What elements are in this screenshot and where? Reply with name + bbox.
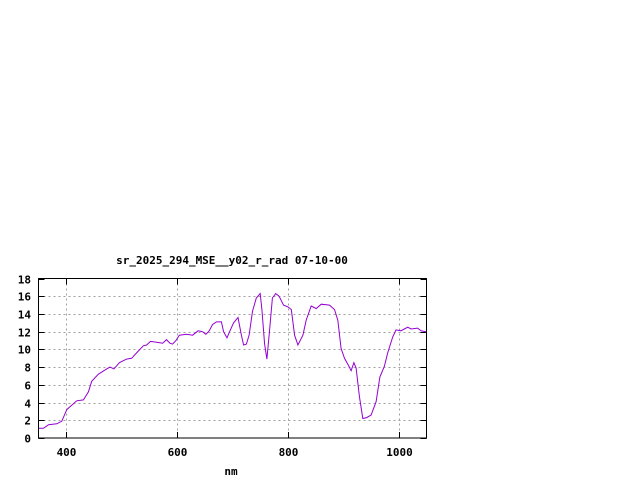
y-tick-label: 6: [24, 380, 31, 393]
y-tick-label: 16: [18, 291, 32, 304]
y-tick-label: 4: [24, 398, 31, 411]
y-tick-label: 8: [24, 362, 31, 375]
x-tick-label: 600: [168, 446, 188, 459]
axis-ticks: [38, 278, 427, 439]
chart-title: sr_2025_294_MSE__y02_r_rad 07-10-00: [116, 254, 348, 267]
y-tick-labels: 0 2 4 6 8 10 12 14 16 18: [18, 274, 32, 446]
y-tick-label: 0: [24, 433, 31, 446]
y-tick-label: 10: [18, 344, 31, 357]
x-axis-label: nm: [224, 465, 238, 478]
x-tick-labels: 400 600 800 1000: [57, 446, 413, 459]
plot-frame: [38, 278, 427, 439]
x-tick-label: 1000: [386, 446, 413, 459]
y-tick-label: 18: [18, 274, 31, 287]
grid: [38, 278, 427, 438]
x-tick-label: 400: [57, 446, 77, 459]
y-tick-label: 14: [18, 309, 32, 322]
series-line: [38, 292, 426, 429]
y-tick-label: 2: [24, 415, 31, 428]
x-tick-label: 800: [279, 446, 299, 459]
y-tick-label: 12: [18, 327, 31, 340]
